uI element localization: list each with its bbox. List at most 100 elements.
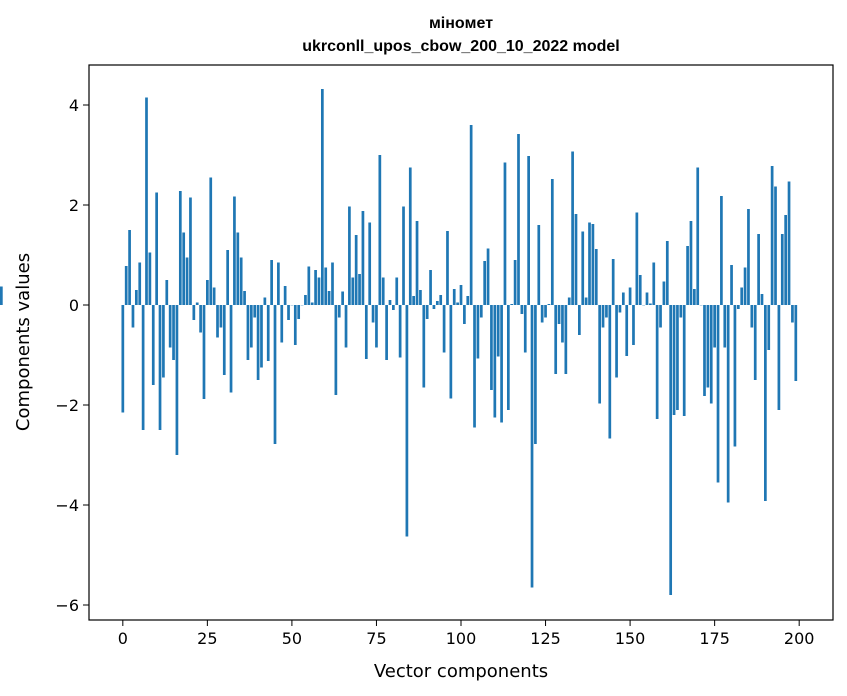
bar-152 [635, 212, 639, 305]
x-tick-label: 125 [530, 629, 561, 648]
x-tick-label: 25 [197, 629, 217, 648]
bar-64 [337, 305, 341, 318]
bar-32 [229, 305, 233, 393]
bar-41 [260, 305, 263, 368]
bar-94 [439, 295, 443, 305]
x-tick-label: 75 [366, 629, 386, 648]
bar-176 [716, 305, 720, 483]
bar-0 [121, 305, 125, 413]
bar-60 [324, 267, 328, 305]
bar-188 [757, 234, 760, 305]
bar-91 [429, 270, 432, 305]
plot-frame [88, 64, 834, 621]
bar-151 [632, 305, 635, 345]
bar-68 [351, 277, 355, 305]
bar-105 [476, 305, 480, 359]
bar-10 [155, 192, 158, 305]
bar-93 [435, 301, 439, 305]
bar-100 [459, 285, 463, 305]
bar-28 [216, 305, 219, 338]
bar-24 [202, 305, 206, 399]
x-axis-label: Vector components [374, 661, 548, 682]
bar-89 [422, 305, 426, 388]
bar-178 [723, 305, 727, 348]
bar-197 [787, 181, 791, 305]
bar-56 [310, 302, 314, 305]
bar-112 [500, 305, 503, 423]
bar-27 [212, 287, 216, 305]
bar-77 [381, 277, 385, 305]
bar-180 [730, 265, 733, 305]
bar-40 [256, 305, 260, 380]
bar-31 [226, 250, 230, 305]
bar-172 [703, 305, 706, 396]
bar-13 [165, 280, 169, 305]
bar-69 [354, 235, 358, 305]
bar-114 [506, 305, 510, 410]
bar-128 [554, 305, 558, 374]
bar-36 [243, 291, 246, 305]
bar-117 [517, 134, 520, 305]
bar-51 [293, 305, 297, 345]
bar-80 [392, 305, 395, 310]
bar-54 [304, 295, 307, 305]
bar-120 [527, 156, 530, 305]
bar-14 [168, 305, 172, 348]
bar-43 [266, 305, 270, 361]
bar-137 [584, 297, 588, 305]
bar-95 [442, 305, 446, 353]
bar-9 [151, 305, 155, 385]
bar-39 [253, 305, 257, 318]
bar-104 [473, 305, 476, 428]
bar-155 [645, 292, 649, 305]
bar-190 [764, 305, 767, 501]
bar-81 [395, 277, 399, 305]
bar-110 [493, 305, 497, 418]
bar-20 [189, 197, 192, 305]
bar-96 [446, 231, 449, 305]
bar-107 [483, 261, 487, 305]
bar-1 [124, 266, 128, 305]
chart-subtitle: ukrconll_upos_cbow_200_10_2022 model [302, 38, 619, 55]
y-axis-label: Components values [13, 253, 34, 431]
x-tick-label: 200 [784, 629, 815, 648]
bar-195 [780, 234, 784, 305]
bar-142 [601, 305, 605, 328]
bar-136 [581, 231, 585, 305]
bar-26 [209, 177, 213, 305]
bar-35 [239, 257, 243, 305]
bar-175 [713, 305, 716, 348]
bar-156 [649, 303, 652, 305]
bar-19 [185, 257, 189, 305]
bar-118 [520, 305, 524, 314]
bar-72 [364, 305, 368, 359]
bar-18 [182, 232, 186, 305]
bar-130 [561, 305, 564, 343]
bar-67 [348, 206, 351, 305]
bar-126 [547, 304, 551, 305]
bar-78 [385, 305, 388, 360]
bar-192 [770, 166, 774, 305]
bar-124 [540, 305, 544, 323]
bar-122 [534, 305, 537, 444]
y-tick-label: 4 [69, 96, 79, 115]
bar-148 [621, 292, 625, 305]
bar-115 [510, 304, 514, 305]
bar-139 [591, 224, 595, 305]
bar-158 [655, 305, 659, 419]
bar-33 [233, 196, 236, 305]
bar-76 [378, 155, 382, 305]
bar-8 [148, 252, 152, 305]
bar-85 [408, 167, 412, 305]
bar-21 [192, 305, 196, 320]
bar-74 [371, 305, 375, 323]
chart-title: мінoмет [429, 15, 493, 32]
bar-66 [344, 305, 348, 348]
bar-133 [571, 151, 574, 305]
bar-57 [314, 270, 317, 305]
bar-12 [162, 305, 165, 378]
bar-183 [740, 287, 744, 305]
bar-6 [141, 305, 145, 430]
bar-48 [283, 286, 287, 305]
